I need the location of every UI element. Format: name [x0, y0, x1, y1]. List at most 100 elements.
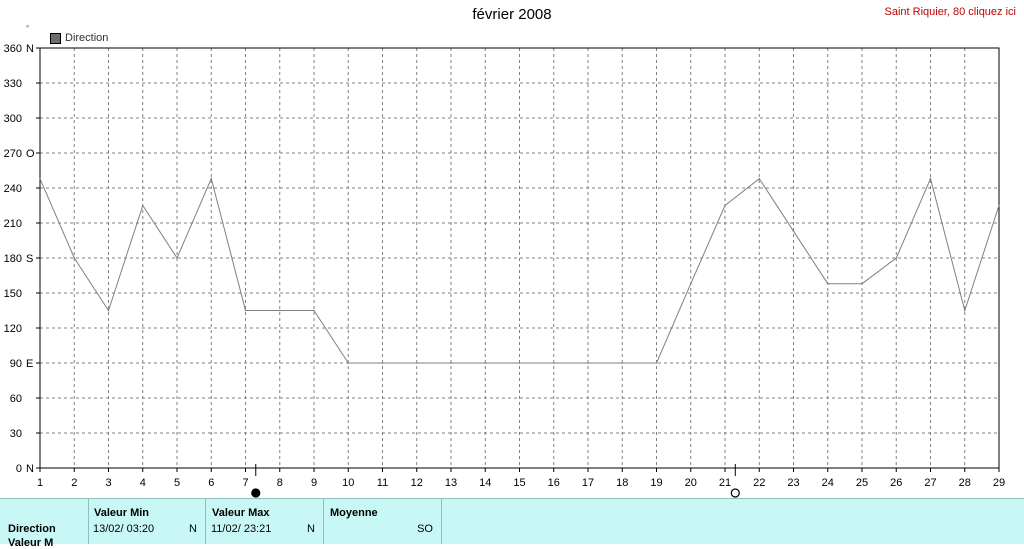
x-tick-label: 7	[242, 477, 248, 489]
legend-label: Direction	[65, 32, 109, 44]
y-tick-label: 330	[4, 78, 22, 90]
data-point	[929, 177, 932, 180]
mean-header: Moyenne	[330, 507, 378, 519]
y-tick-label: 180	[4, 253, 22, 265]
degree-symbol: °	[26, 24, 30, 33]
x-tick-label: 9	[311, 477, 317, 489]
x-tick-label: 16	[548, 477, 560, 489]
x-tick-label: 18	[616, 477, 628, 489]
full-moon-marker	[251, 488, 261, 498]
stats-min-cell: Valeur Min 13/02/ 03:20 N	[88, 499, 206, 544]
x-tick-label: 11	[377, 477, 388, 489]
data-point	[278, 309, 281, 312]
data-point	[792, 230, 795, 232]
x-tick-label: 1	[37, 477, 43, 489]
data-point	[381, 362, 384, 364]
y-tick-label: 30	[10, 428, 22, 440]
legend-swatch	[50, 32, 61, 44]
stats-max-cell: Valeur Max 11/02/ 23:21 N	[206, 499, 324, 544]
x-tick-label: 23	[787, 477, 799, 489]
data-point	[963, 309, 966, 312]
x-tick-label: 21	[719, 477, 731, 489]
y-tick-label: 60	[10, 393, 22, 405]
x-tick-label: 12	[411, 477, 423, 489]
x-tick-label: 26	[890, 477, 902, 489]
data-point	[415, 362, 418, 364]
data-point	[210, 177, 213, 180]
min-header: Valeur Min	[94, 507, 150, 519]
x-tick-label: 6	[208, 477, 214, 489]
station-link[interactable]: Saint Riquier, 80 cliquez ici	[884, 6, 1016, 18]
y-tick-label: 210	[4, 218, 22, 230]
stats-mean-cell: Moyenne SO	[324, 499, 442, 544]
data-point	[518, 362, 521, 364]
x-tick-label: 24	[822, 477, 834, 489]
data-point	[621, 362, 624, 364]
x-tick-label: 13	[445, 477, 457, 489]
x-tick-label: 19	[650, 477, 662, 489]
data-point	[73, 257, 76, 259]
stats-row-labels: Direction Valeur M	[0, 499, 89, 549]
y-tick-label: 360	[4, 43, 22, 55]
data-point	[39, 177, 41, 180]
y-tick-label: 90	[10, 358, 22, 370]
chart-title: février 2008	[472, 6, 552, 23]
x-tick-label: 28	[959, 477, 971, 489]
y-direction-label: O	[26, 148, 35, 160]
y-direction-label: E	[26, 358, 33, 370]
data-point	[895, 257, 898, 259]
new-moon-marker	[730, 488, 740, 498]
y-direction-label: N	[26, 43, 34, 55]
x-tick-label: 2	[71, 477, 77, 489]
data-point	[176, 257, 178, 259]
data-point	[689, 282, 692, 285]
min-date: 13/02/ 03:20	[93, 523, 155, 535]
plot-frame	[39, 47, 1000, 469]
y-direction-label: S	[26, 253, 33, 265]
x-tick-label: 27	[924, 477, 936, 489]
data-point	[313, 309, 315, 312]
data-point	[244, 309, 247, 312]
data-point	[141, 204, 144, 207]
mean-direction: SO	[417, 523, 433, 535]
x-tick-label: 5	[174, 477, 180, 489]
data-point	[758, 177, 761, 180]
x-tick-label: 8	[277, 477, 283, 489]
data-point	[861, 282, 863, 285]
x-tick-label: 20	[685, 477, 697, 489]
data-point	[107, 309, 110, 312]
max-header: Valeur Max	[212, 507, 270, 519]
row-label-direction: Direction	[8, 523, 56, 535]
x-tick-label: 29	[993, 477, 1005, 489]
x-tick-label: 4	[140, 477, 146, 489]
x-tick-label: 10	[342, 477, 354, 489]
y-direction-label: N	[26, 463, 34, 475]
x-tick-label: 17	[582, 477, 594, 489]
max-date: 11/02/ 23:21	[211, 523, 272, 535]
x-tick-label: 15	[513, 477, 525, 489]
x-tick-label: 25	[856, 477, 868, 489]
data-point	[826, 282, 829, 285]
legend: Direction	[50, 32, 108, 44]
min-direction: N	[189, 523, 197, 535]
x-tick-label: 22	[753, 477, 765, 489]
x-tick-label: 3	[105, 477, 111, 489]
data-point	[998, 204, 1000, 207]
data-point	[347, 362, 350, 364]
y-tick-label: 120	[4, 323, 22, 335]
y-tick-label: 270	[4, 148, 22, 160]
y-tick-label: 150	[4, 288, 22, 300]
data-point	[587, 362, 589, 364]
data-point	[552, 362, 555, 364]
data-point	[484, 362, 487, 364]
x-tick-label: 14	[479, 477, 491, 489]
y-tick-label: 300	[4, 113, 22, 125]
data-point	[450, 362, 452, 364]
direction-chart: 1 2 3 4 5 6 7 8 9 10 11 12 13 14 15 16 17 18 19 20 21 22 23 24 2…	[4, 43, 1005, 498]
y-tick-label: 240	[4, 183, 22, 195]
max-direction: N	[307, 523, 315, 535]
data-point	[655, 362, 658, 364]
row-label-valeur: Valeur M	[8, 537, 54, 549]
data-point	[724, 204, 726, 207]
stats-bar: Direction Valeur M Valeur Min 13/02/ 03:…	[0, 498, 1024, 549]
